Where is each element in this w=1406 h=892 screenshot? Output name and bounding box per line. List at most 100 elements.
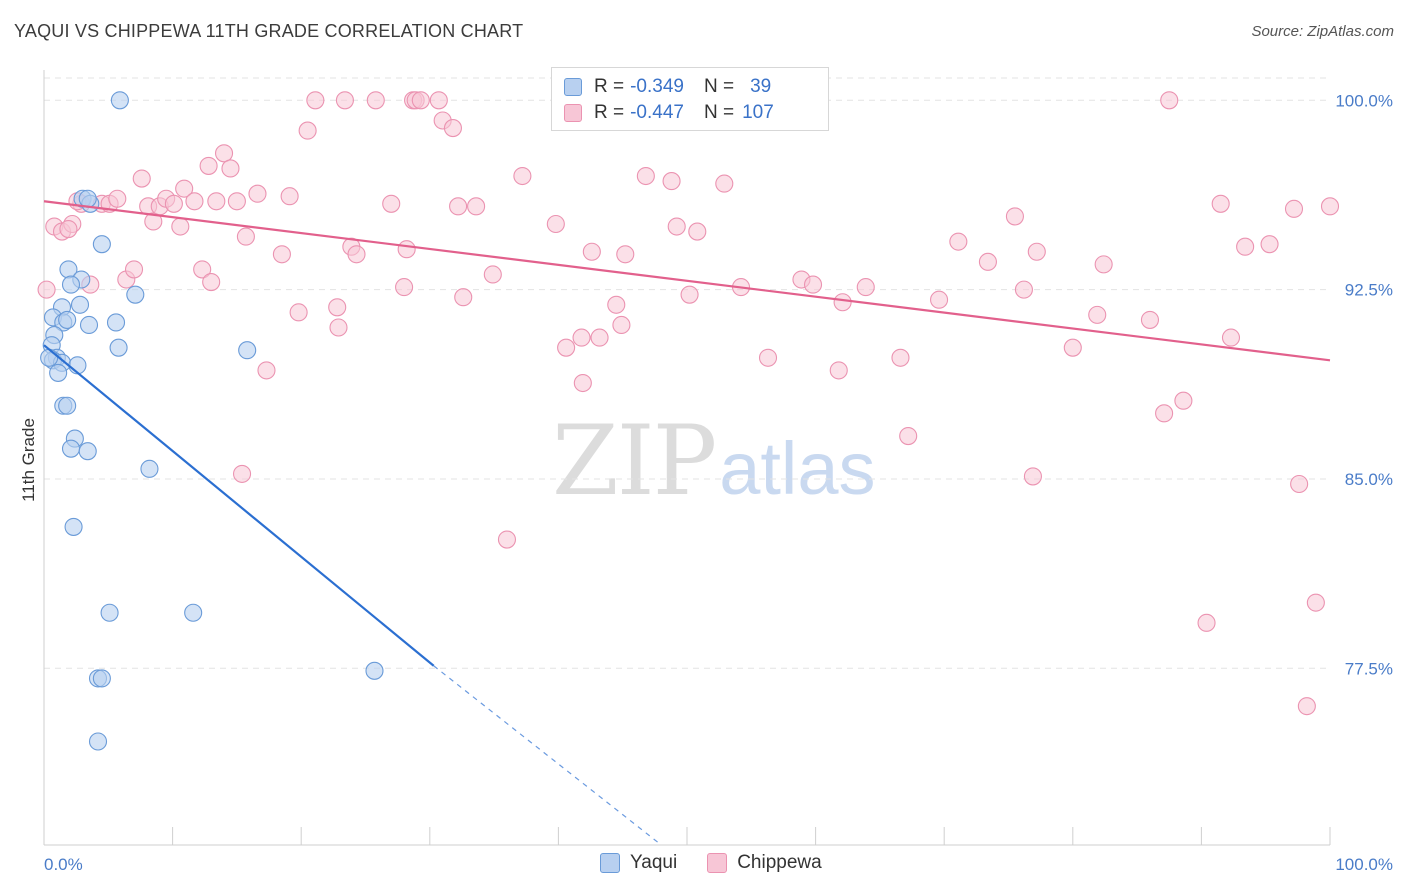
yaqui-point xyxy=(100,603,119,622)
yaqui-trend-line xyxy=(43,344,435,667)
chippewa-point xyxy=(272,245,291,264)
chippewa-point xyxy=(37,280,56,299)
chippewa-point xyxy=(443,119,462,138)
chippewa-point xyxy=(636,166,655,186)
chippewa-point xyxy=(1023,467,1042,486)
chippewa-point xyxy=(429,91,448,110)
yaqui-point xyxy=(64,517,83,536)
legend-r-label: R = xyxy=(594,76,625,97)
chippewa-point xyxy=(227,192,246,211)
legend-r-value: -0.349 xyxy=(630,76,684,97)
chippewa-point xyxy=(1140,310,1160,329)
chippewa-legend-label: Chippewa xyxy=(737,852,822,873)
yaqui-point xyxy=(49,363,68,382)
yaqui-point xyxy=(61,275,81,294)
chippewa-point xyxy=(1306,593,1325,612)
chippewa-point xyxy=(1160,91,1179,110)
legend-item-yaqui[interactable]: Yaqui xyxy=(600,852,677,874)
chippewa-point xyxy=(306,91,325,110)
chippewa-point xyxy=(449,197,468,216)
chippewa-point xyxy=(616,245,635,264)
chippewa-point xyxy=(124,260,144,279)
chippewa-point xyxy=(382,194,401,213)
y-tick-label: 77.5% xyxy=(1345,659,1393,678)
yaqui-point xyxy=(58,396,77,415)
chippewa-point xyxy=(833,293,852,312)
chippewa-point xyxy=(688,222,707,241)
chippewa-point xyxy=(366,91,385,110)
chippewa-trend-line xyxy=(43,200,1331,362)
axis-layer xyxy=(43,70,1331,846)
chippewa-point xyxy=(397,240,416,259)
chippewa-point xyxy=(662,172,681,191)
chippewa-point xyxy=(1197,613,1216,632)
chippewa-point xyxy=(1211,194,1230,213)
yaqui-point xyxy=(61,439,81,458)
y-axis-title: 11th Grade xyxy=(19,418,38,502)
chippewa-point xyxy=(497,530,517,549)
chippewa-point xyxy=(1014,280,1033,299)
stats-legend: R = -0.349 N = 39 R = -0.447 N = 107 xyxy=(551,67,829,131)
legend-r-value: -0.447 xyxy=(630,102,684,123)
watermark: ZIPatlas xyxy=(552,405,876,517)
chippewa-point xyxy=(328,298,347,317)
chippewa-point xyxy=(248,184,267,203)
yaqui-point xyxy=(365,661,384,680)
legend-n-label: N = xyxy=(703,76,735,97)
x-tick-label-max: 100.0% xyxy=(1335,855,1393,874)
yaqui-point xyxy=(70,295,90,314)
chippewa-point xyxy=(232,464,252,483)
chippewa-point xyxy=(411,91,430,110)
chippewa-point xyxy=(144,212,163,231)
chippewa-point xyxy=(803,275,823,294)
chippewa-point xyxy=(573,373,592,393)
chippewa-point xyxy=(949,232,968,251)
chippewa-point xyxy=(214,144,234,163)
chippewa-point xyxy=(1063,338,1082,357)
chippewa-point xyxy=(193,260,212,279)
legend-item-chippewa[interactable]: Chippewa xyxy=(707,852,822,874)
chippewa-point xyxy=(1236,237,1255,256)
chippewa-point xyxy=(207,192,226,211)
chippewa-point xyxy=(1284,199,1304,218)
chippewa-point xyxy=(335,91,354,110)
legend-row-chippewa: R = -0.447 N = 107 xyxy=(564,101,774,125)
yaqui-point xyxy=(110,91,129,110)
chippewa-point xyxy=(557,338,576,357)
yaqui-point xyxy=(92,669,111,688)
x-tick-label-min: 0.0% xyxy=(44,855,83,874)
yaqui-point xyxy=(126,285,145,304)
chippewa-point xyxy=(978,252,997,271)
chippewa-point xyxy=(1260,235,1279,254)
chippewa-point xyxy=(108,189,127,208)
chippewa-point xyxy=(483,265,502,284)
yaqui-point xyxy=(40,348,59,367)
chippewa-point xyxy=(856,278,875,297)
chippewa-point xyxy=(289,303,308,322)
legend-row-yaqui: R = -0.349 N = 39 xyxy=(564,75,771,99)
chippewa-point xyxy=(1005,207,1024,226)
chippewa-points xyxy=(37,91,1340,716)
chippewa-point xyxy=(257,361,276,380)
yaqui-swatch xyxy=(564,78,582,96)
yaqui-point xyxy=(88,732,108,751)
legend-r-label: R = xyxy=(594,102,625,123)
yaqui-legend-swatch xyxy=(600,853,620,873)
chippewa-point xyxy=(164,194,183,213)
chippewa-point xyxy=(59,219,78,239)
trend-layer xyxy=(43,200,1331,846)
chippewa-point xyxy=(395,278,414,297)
chippewa-point xyxy=(185,192,204,211)
chippewa-point xyxy=(347,245,366,264)
chippewa-point xyxy=(582,242,601,261)
series-legend: Yaqui Chippewa xyxy=(600,852,852,874)
legend-n-value: 107 xyxy=(742,102,774,123)
chippewa-point xyxy=(329,318,348,337)
chippewa-point xyxy=(829,361,848,380)
chippewa-point xyxy=(171,217,190,236)
yaqui-points xyxy=(40,91,384,751)
yaqui-point xyxy=(58,310,77,329)
yaqui-point xyxy=(184,603,203,622)
yaqui-point xyxy=(140,459,159,478)
